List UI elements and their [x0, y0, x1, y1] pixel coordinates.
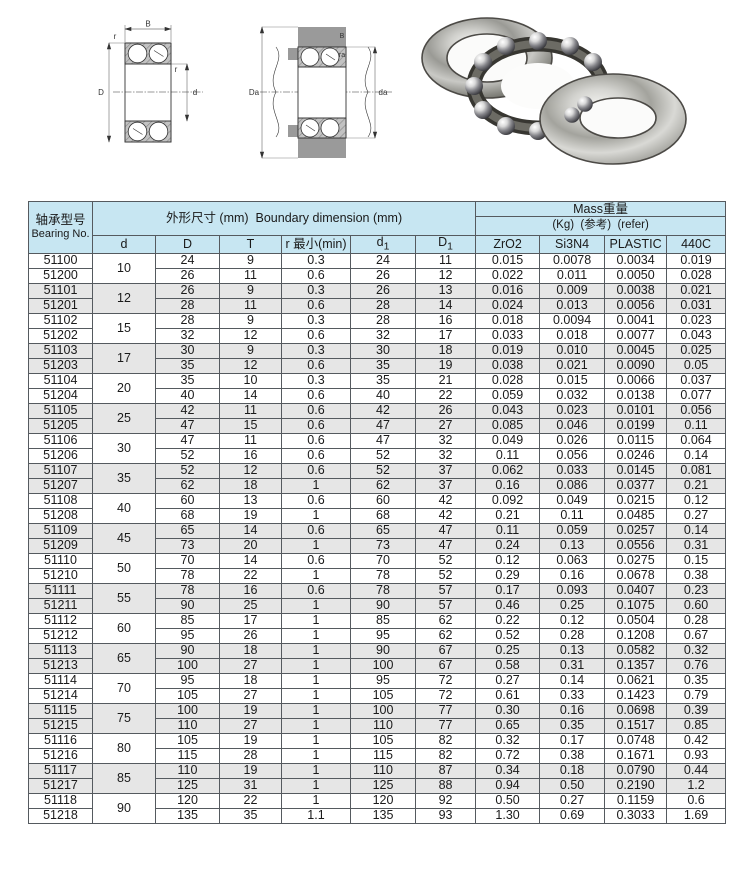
svg-text:B: B	[145, 20, 150, 29]
svg-text:r: r	[114, 32, 117, 41]
svg-text:r: r	[175, 65, 178, 74]
svg-text:ra: ra	[339, 52, 345, 59]
svg-text:D: D	[98, 88, 104, 97]
svg-text:B: B	[340, 33, 345, 40]
svg-text:d: d	[193, 88, 197, 97]
svg-text:Da: Da	[249, 88, 260, 97]
